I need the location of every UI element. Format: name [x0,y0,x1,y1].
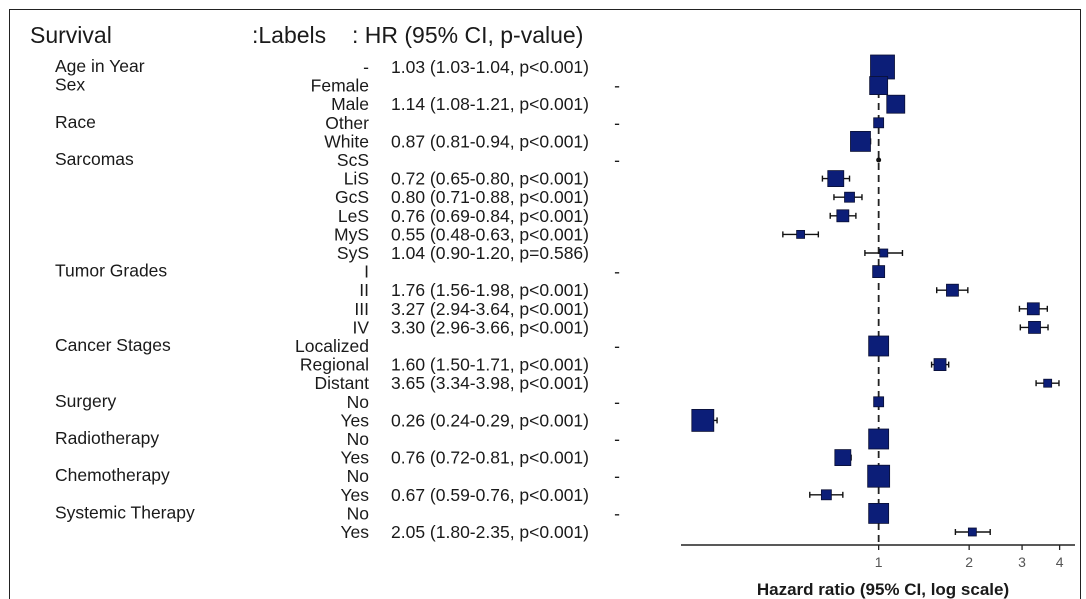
level-label: No [347,503,369,523]
level-label: Distant [315,373,370,393]
hr-marker [1043,378,1053,388]
hr-text: - [614,76,620,96]
x-tick-label: 4 [1056,554,1064,570]
hr-marker [946,283,959,297]
level-label: No [347,466,369,486]
hr-text: 3.65 (3.34-3.98, p<0.001) [391,373,589,393]
group-label: Sarcomas [55,149,134,169]
hr-marker [836,209,850,223]
hr-text: 3.27 (2.94-3.64, p<0.001) [391,299,589,319]
hr-text: - [614,150,620,170]
hr-text: - [614,113,620,133]
hr-marker [868,428,890,450]
hr-marker [872,265,886,279]
group-label: Surgery [55,391,117,411]
hr-marker [796,229,806,239]
hr-text: - [614,503,620,523]
group-label: Radiotherapy [55,428,159,448]
hr-text: 1.04 (0.90-1.20, p=0.586) [391,243,589,263]
level-label: Yes [340,448,369,468]
hr-header: : HR (95% CI, p-value) [352,22,584,48]
level-label: Yes [340,410,369,430]
hr-marker [933,358,947,372]
group-label: Race [55,112,96,132]
group-label: Tumor Grades [55,261,167,281]
hr-text: - [614,336,620,356]
hr-text: 0.76 (0.69-0.84, p<0.001) [391,206,589,226]
hr-marker [844,191,855,203]
x-axis-label: Hazard ratio (95% CI, log scale) [757,580,1009,599]
hr-marker [827,170,845,188]
hr-text: 0.55 (0.48-0.63, p<0.001) [391,224,589,244]
hr-marker [967,527,977,537]
x-tick-label: 3 [1018,554,1026,570]
level-label: GcS [335,187,369,207]
hr-marker [879,248,889,258]
level-label: Female [311,76,369,96]
hr-text: 3.30 (2.96-3.66, p<0.001) [391,317,589,337]
hr-text: 0.26 (0.24-0.29, p<0.001) [391,410,589,430]
level-label: Yes [340,485,369,505]
labels-header: :Labels [252,22,327,48]
hr-text: - [614,466,620,486]
hr-text: 0.76 (0.72-0.81, p<0.001) [391,448,589,468]
level-label: IV [352,317,369,337]
level-label: White [324,131,369,151]
hr-text: - [614,392,620,412]
level-label: LeS [338,206,369,226]
level-label: SyS [337,243,369,263]
survival-header: Survival [30,22,112,48]
level-label: ScS [337,150,369,170]
hr-marker [873,396,885,408]
group-label: Cancer Stages [55,335,171,355]
hr-text: 1.76 (1.56-1.98, p<0.001) [391,280,589,300]
hr-marker [867,464,891,488]
hr-marker [850,130,871,152]
x-tick-label: 2 [965,554,973,570]
hr-text: 1.03 (1.03-1.04, p<0.001) [391,57,589,77]
hr-marker [873,117,885,129]
group-label: Age in Year [55,56,145,76]
hr-text: 0.72 (0.65-0.80, p<0.001) [391,169,589,189]
level-label: III [354,299,369,319]
level-label: No [347,429,369,449]
chart-frame [9,9,1081,599]
group-label: Sex [55,75,85,95]
level-label: MyS [334,224,369,244]
hr-marker [691,408,715,432]
level-label: II [359,280,369,300]
level-label: I [364,262,369,282]
hr-text: 1.14 (1.08-1.21, p<0.001) [391,94,589,114]
hr-text: 0.87 (0.81-0.94, p<0.001) [391,131,589,151]
level-label: Other [325,113,369,133]
level-label: - [363,57,369,77]
hr-marker [1026,302,1040,316]
hr-text: 0.67 (0.59-0.76, p<0.001) [391,485,589,505]
hr-marker [886,94,906,114]
x-tick-label: 1 [875,554,883,570]
hr-text: 0.80 (0.71-0.88, p<0.001) [391,187,589,207]
group-label: Systemic Therapy [55,502,195,522]
hr-marker [869,76,889,95]
hr-marker [870,54,895,80]
hr-marker [868,335,890,357]
hr-marker [868,502,890,524]
level-label: LiS [344,169,369,189]
level-label: Regional [300,355,369,375]
level-label: Male [331,94,369,114]
level-label: Yes [340,522,369,542]
hr-marker [834,449,852,467]
level-label: Localized [295,336,369,356]
level-label: No [347,392,369,412]
hr-text: - [614,262,620,282]
hr-text: - [614,429,620,449]
hr-marker [820,489,832,501]
hr-text: 2.05 (1.80-2.35, p<0.001) [391,522,589,542]
hr-marker [1028,320,1041,334]
group-label: Chemotherapy [55,465,170,485]
hr-text: 1.60 (1.50-1.71, p<0.001) [391,355,589,375]
hr-point [876,157,882,163]
